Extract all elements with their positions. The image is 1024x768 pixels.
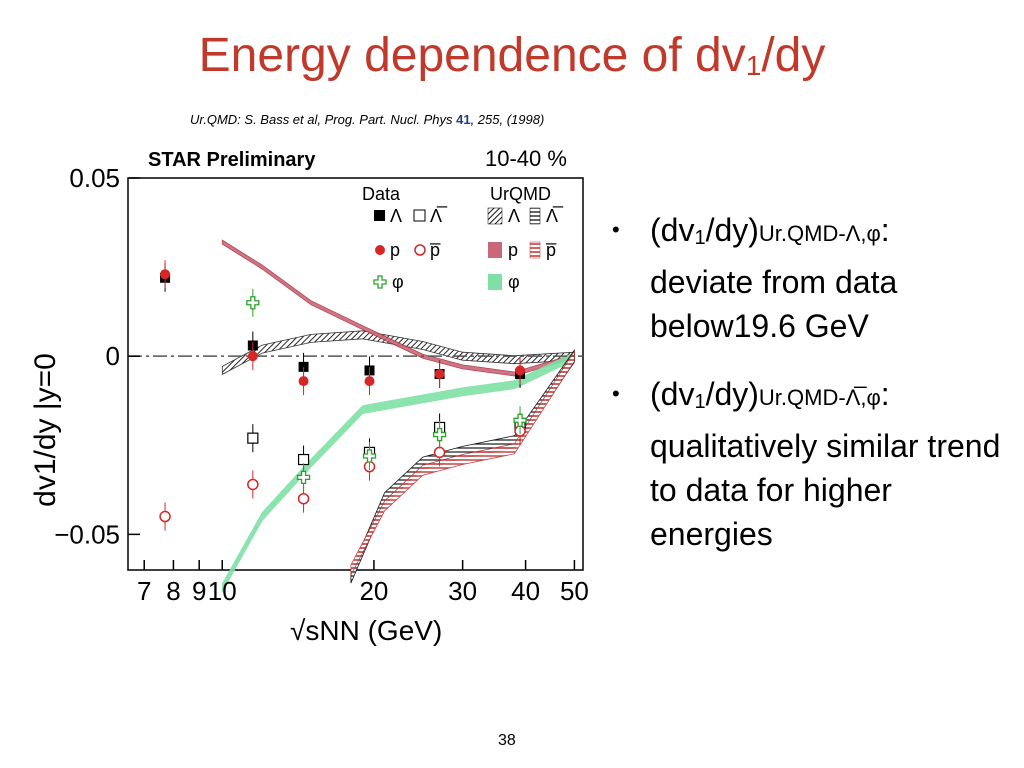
bullet-text: deviate from data below19.6 GeV bbox=[650, 264, 898, 344]
x-tick-label: 9 bbox=[192, 576, 206, 606]
bullet-prefix: (dv bbox=[650, 376, 695, 412]
x-tick-label: 8 bbox=[166, 576, 180, 606]
dv1dy-chart: 7 8 9 10 20 30 40 50 0.05 0 −0.05 STAR Preliminary… bbox=[29, 146, 589, 646]
legend-phi-label: φ bbox=[392, 272, 404, 292]
proton-point bbox=[434, 369, 445, 379]
legend-lambda-label: Λ bbox=[390, 206, 402, 226]
antilambda-point bbox=[247, 432, 259, 444]
bullet-colon: : bbox=[880, 212, 890, 248]
y-tick-label: 0.05 bbox=[69, 163, 120, 193]
legend-phi-marker bbox=[373, 275, 387, 289]
phi-point bbox=[432, 427, 447, 442]
bullet-mid: /dy) bbox=[705, 212, 759, 248]
x-tick-label: 50 bbox=[560, 576, 589, 606]
bullet-model: Ur.QMD-Λ̅,φ bbox=[758, 385, 881, 410]
slide-title: Energy dependence of dv1/dy bbox=[0, 28, 1024, 83]
legend-antilambda-marker bbox=[413, 209, 426, 222]
axes: 7 8 9 10 20 30 40 50 0.05 0 −0.05 bbox=[54, 163, 589, 606]
page-number: 38 bbox=[498, 732, 516, 749]
bullet-prefix: (dv bbox=[650, 212, 695, 248]
antiproton-point bbox=[433, 446, 446, 459]
x-tick-label: 10 bbox=[208, 576, 237, 606]
bullet-subscript: 1 bbox=[694, 391, 706, 413]
bullet-colon: : bbox=[880, 376, 890, 412]
bullet-item-1: • (dv1/dy)Ur.QMD-Λ,φ: deviate from data … bbox=[612, 208, 1012, 348]
legend-proton-marker bbox=[375, 245, 385, 255]
antiproton-point bbox=[159, 510, 171, 523]
legend-urqmd-phi-swatch bbox=[488, 274, 502, 290]
star-preliminary-label: STAR Preliminary bbox=[148, 149, 316, 171]
phi-point bbox=[362, 449, 377, 463]
proton-point bbox=[160, 269, 171, 280]
data-points bbox=[159, 260, 527, 531]
bullet-mid: /dy) bbox=[705, 376, 759, 412]
centrality-label: 10-40 % bbox=[485, 146, 567, 171]
x-tick-label: 30 bbox=[448, 576, 477, 606]
legend-lambda-marker bbox=[374, 210, 385, 221]
legend-urqmd-lambda-label: Λ bbox=[508, 206, 520, 226]
bullet-subscript: 1 bbox=[694, 227, 706, 249]
phi-point bbox=[296, 470, 311, 484]
antiproton-point bbox=[297, 492, 310, 505]
reference-tail: , 255, (1998) bbox=[470, 112, 545, 127]
x-tick-label: 20 bbox=[359, 576, 388, 606]
bullet-dot: • bbox=[612, 217, 620, 242]
title-tail: /dy bbox=[761, 29, 826, 82]
x-axis-label: √sNN (GeV) bbox=[290, 615, 442, 646]
x-tick-label: 7 bbox=[137, 576, 151, 606]
y-tick-label: 0 bbox=[106, 341, 120, 371]
legend-antiproton-marker bbox=[414, 244, 426, 256]
legend-urqmd-proton-swatch bbox=[488, 242, 502, 258]
proton-point bbox=[364, 376, 375, 387]
legend-urqmd-phi-label: φ bbox=[508, 272, 520, 292]
lambda-point bbox=[298, 361, 309, 372]
model-bands bbox=[221, 239, 575, 594]
bullet-list: • (dv1/dy)Ur.QMD-Λ,φ: deviate from data … bbox=[612, 208, 1012, 580]
bullet-model: Ur.QMD-Λ,φ bbox=[758, 221, 881, 246]
reference-text: Ur.QMD: S. Bass et al, Prog. Part. Nucl.… bbox=[190, 112, 453, 127]
title-subscript: 1 bbox=[745, 50, 762, 81]
bullet-dot: • bbox=[612, 381, 620, 406]
reference-volume: 41 bbox=[456, 112, 471, 127]
y-axis-label: dv1/dy |y=0 bbox=[29, 353, 62, 507]
antiproton-point bbox=[247, 478, 259, 491]
legend-urqmd-antiproton-swatch bbox=[529, 241, 541, 259]
legend-urqmd-antiproton-label: p̅ bbox=[545, 240, 557, 260]
proton-point bbox=[298, 376, 309, 387]
legend-proton-label: p bbox=[390, 240, 400, 260]
bullet-item-2: • (dv1/dy)Ur.QMD-Λ̅,φ: qualitatively sim… bbox=[612, 372, 1012, 556]
legend-header-model: UrQMD bbox=[490, 184, 551, 204]
legend-antiproton-label: p̅ bbox=[429, 240, 441, 260]
legend-urqmd-proton-label: p bbox=[508, 240, 518, 260]
antilambda-point bbox=[297, 453, 310, 466]
legend-header-data: Data bbox=[362, 184, 401, 204]
y-tick-label: −0.05 bbox=[54, 519, 120, 549]
x-tick-label: 40 bbox=[511, 576, 540, 606]
phi-point bbox=[513, 413, 527, 427]
title-text: Energy dependence of dv bbox=[198, 29, 746, 82]
reference-citation: Ur.QMD: S. Bass et al, Prog. Part. Nucl.… bbox=[190, 112, 544, 127]
legend-urqmd-antilambda-swatch bbox=[529, 207, 541, 225]
model-band-UrQMD-p̅ bbox=[350, 349, 575, 576]
proton-point bbox=[515, 365, 526, 376]
legend-urqmd-lambda-swatch bbox=[487, 207, 503, 225]
proton-point bbox=[247, 351, 258, 362]
bullet-text: qualitatively similar trend to data for … bbox=[650, 428, 1001, 552]
phi-point bbox=[246, 296, 260, 310]
